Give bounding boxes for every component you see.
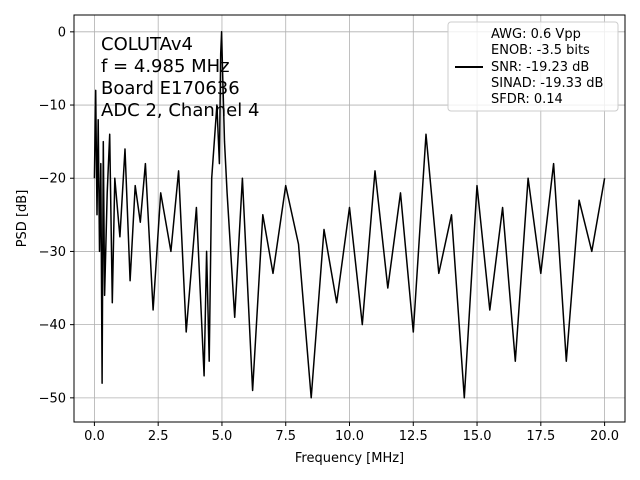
legend: AWG: 0.6 Vpp ENOB: -3.5 bits SNR: -19.23… [447, 21, 619, 112]
series-layer [93, 31, 606, 399]
legend-line-5: SFDR: 0.14 [491, 92, 563, 107]
y-tick-label: −30 [39, 245, 66, 260]
x-tick-label: 12.5 [399, 429, 428, 444]
x-tick-label: 20.0 [590, 429, 619, 444]
x-tick-label: 15.0 [463, 429, 492, 444]
y-tick-label: −40 [39, 318, 66, 333]
legend-line-3: SNR: -19.23 dB [491, 60, 589, 75]
annotation-line-2: f = 4.985 MHz [101, 56, 230, 77]
y-tick-label: −50 [39, 391, 66, 406]
y-tick-label: −10 [39, 99, 66, 114]
legend-line-1: AWG: 0.6 Vpp [491, 27, 581, 42]
x-tick-label: 10.0 [335, 429, 364, 444]
annotation-line-4: ADC 2, Channel 4 [101, 100, 259, 121]
legend-line-4: SINAD: -19.33 dB [491, 76, 603, 91]
annotation-box: COLUTAv4 f = 4.985 MHz Board E170636 ADC… [101, 34, 259, 121]
annotation-line-1: COLUTAv4 [101, 34, 193, 55]
x-axis-label: Frequency [MHz] [295, 451, 404, 466]
x-tick-label: 7.5 [275, 429, 296, 444]
y-axis-label: PSD [dB] [15, 190, 30, 248]
psd-series-line [93, 31, 606, 399]
annotation-line-3: Board E170636 [101, 78, 240, 99]
x-tick-label: 17.5 [526, 429, 555, 444]
legend-line-2: ENOB: -3.5 bits [491, 43, 590, 58]
x-tick-label: 2.5 [148, 429, 169, 444]
y-tick-label: −20 [39, 172, 66, 187]
tick-layer: 0.0 2.5 5.0 7.5 10.0 12.5 15.0 17.5 20.0 0 −10 −20 −… [39, 25, 620, 444]
x-tick-label: 5.0 [212, 429, 233, 444]
legend-box [447, 21, 619, 112]
y-tick-label: 0 [58, 25, 66, 40]
x-tick-label: 0.0 [84, 429, 105, 444]
